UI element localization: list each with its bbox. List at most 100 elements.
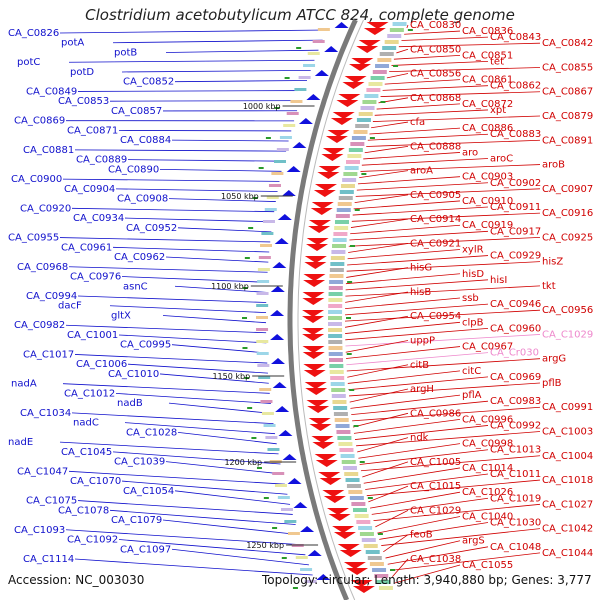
right-connector (391, 61, 489, 66)
left-gene-label: CA_C1028 (126, 427, 177, 438)
feature-block (350, 142, 365, 146)
right-gene-label: CA_C0946 (490, 299, 541, 310)
feature-mark (393, 65, 399, 67)
forward-gene-mark (339, 550, 362, 557)
right-gene-label: hisD (462, 269, 484, 280)
right-gene-label: CA_C0888 (410, 141, 461, 152)
right-gene-label: CA_C1026 (462, 487, 513, 498)
feature-block (336, 208, 351, 212)
right-gene-label: CA_C0862 (490, 81, 541, 92)
feature-mark (377, 533, 383, 535)
left-gene-label: CA_C0881 (23, 145, 74, 156)
left-connector (174, 285, 267, 293)
feature-block (257, 268, 270, 271)
reverse-gene-mark (292, 142, 307, 148)
right-connector (369, 491, 461, 509)
right-gene-label: uppP (410, 336, 435, 347)
feature-mark (248, 227, 254, 229)
forward-gene-mark (303, 364, 326, 371)
left-connector (121, 480, 288, 495)
feature-block (265, 436, 278, 439)
right-connector (367, 133, 489, 141)
left-gene-label: CA_C0826 (8, 28, 59, 39)
left-gene-label: CA_C1006 (76, 359, 127, 370)
feature-block (334, 418, 349, 422)
right-gene-label: CA_C1019 (490, 493, 541, 504)
forward-gene-mark (314, 184, 337, 191)
right-connector (346, 267, 409, 278)
right-connector (371, 497, 489, 515)
forward-gene-mark (356, 46, 379, 53)
right-connector (359, 170, 409, 179)
right-connector (350, 394, 461, 409)
right-gene-label: CA_C0902 (490, 178, 541, 189)
feature-block (341, 460, 356, 464)
tick-label: 1250 kbp (246, 541, 284, 550)
reverse-gene-mark (281, 190, 296, 196)
left-connector (109, 100, 301, 102)
feature-block (286, 112, 299, 115)
left-gene-label: CA_C1039 (114, 457, 165, 468)
feature-mark (369, 137, 375, 139)
forward-gene-mark (327, 130, 350, 137)
reverse-gene-mark (275, 406, 290, 412)
feature-block (328, 334, 343, 338)
right-connector (345, 346, 461, 359)
feature-block (328, 352, 343, 356)
left-label-connectors (59, 29, 327, 576)
right-gene-label: CA_C0883 (490, 129, 541, 140)
right-connector (350, 224, 461, 235)
feature-block (277, 496, 290, 499)
feature-block (340, 454, 355, 458)
feature-mark (361, 173, 367, 175)
reverse-gene-mark (286, 166, 301, 172)
right-gene-label: CA_Cr030 (490, 348, 539, 359)
feature-block (256, 328, 269, 331)
map-title: Clostridium acetobutylicum ATCC 824, com… (85, 6, 515, 24)
feature-block (374, 574, 389, 578)
right-gene-label: CA_C1055 (462, 560, 513, 571)
right-connector (346, 261, 541, 272)
forward-gene-mark (302, 334, 325, 341)
feature-mark (380, 101, 386, 103)
feature-mark (265, 137, 271, 139)
feature-block (259, 388, 272, 391)
feature-mark (242, 317, 248, 319)
feature-block (272, 472, 285, 475)
right-gene-label: CA_C1048 (490, 542, 541, 553)
feature-block (377, 58, 392, 62)
left-gene-label: CA_C1001 (67, 330, 118, 341)
right-connector (371, 121, 409, 129)
right-gene-label: CA_C0956 (542, 305, 593, 316)
feature-mark (244, 257, 250, 259)
left-connector (118, 334, 267, 344)
left-gene-label: potD (70, 67, 94, 78)
feature-block (345, 478, 360, 482)
feature-mark (347, 281, 353, 283)
feature-block (366, 88, 381, 92)
feature-block (361, 538, 376, 542)
left-connector (59, 29, 327, 34)
left-gene-label: CA_C0900 (11, 174, 62, 185)
feature-block (329, 274, 344, 278)
right-gene-label: CA_C0929 (490, 251, 541, 262)
tick-label: 1150 kbp (212, 372, 250, 381)
left-connector (59, 237, 271, 243)
right-connector (360, 164, 541, 172)
left-connector (118, 130, 292, 132)
feature-block (266, 196, 279, 199)
feature-block (355, 124, 370, 128)
right-connector (354, 425, 489, 440)
right-connector (352, 206, 489, 216)
right-gene-label: CA_C0914 (410, 214, 461, 225)
feature-block (328, 322, 343, 326)
right-connector (352, 406, 541, 422)
left-connector (68, 59, 315, 63)
reverse-gene-mark (271, 358, 286, 364)
right-connector (401, 36, 489, 41)
feature-block (274, 160, 287, 163)
feature-block (356, 118, 371, 122)
left-gene-label: CA_C0920 (20, 203, 71, 214)
feature-mark (258, 167, 264, 169)
right-connector (345, 340, 409, 353)
